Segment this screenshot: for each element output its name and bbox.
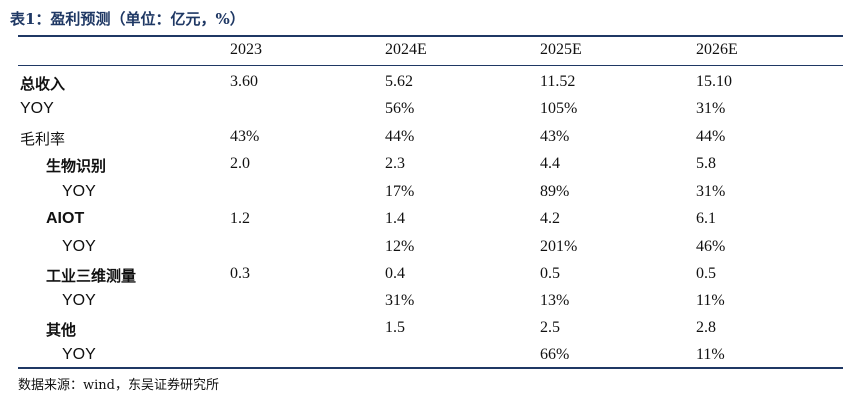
row-label: 生物识别 bbox=[46, 157, 107, 175]
cell-2025e: 66% bbox=[540, 346, 570, 363]
cell-2024e: 31% bbox=[385, 292, 415, 309]
cell-2026e: 31% bbox=[696, 183, 726, 200]
table-row-other: 其他 1.5 2.5 2.8 bbox=[0, 316, 865, 343]
cell-2026e: 11% bbox=[696, 346, 725, 363]
cell-2026e: 31% bbox=[696, 100, 726, 117]
cell-2025e: 13% bbox=[540, 292, 570, 309]
cell-2025e: 2.5 bbox=[540, 319, 560, 336]
cell-2024e: 2.3 bbox=[385, 155, 405, 172]
cell-2025e: 0.5 bbox=[540, 265, 560, 282]
table-row-industrial-3d: 工业三维测量 0.3 0.4 0.5 0.5 bbox=[0, 262, 865, 289]
cell-2024e: 44% bbox=[385, 128, 415, 145]
cell-2026e: 6.1 bbox=[696, 210, 716, 227]
cell-2024e: 0.4 bbox=[385, 265, 405, 282]
table-row-other-yoy: YOY 66% 11% bbox=[0, 343, 865, 370]
table-row-total-revenue: 总收入 3.60 5.62 11.52 15.10 bbox=[0, 70, 865, 97]
table-row-gross-margin: 毛利率 43% 44% 43% 44% bbox=[0, 125, 865, 152]
row-label: YOY bbox=[20, 100, 54, 117]
cell-2024e: 1.5 bbox=[385, 319, 405, 336]
cell-2026e: 44% bbox=[696, 128, 726, 145]
row-label: 工业三维测量 bbox=[46, 267, 137, 285]
row-label: AIOT bbox=[46, 210, 85, 227]
cell-2025e: 201% bbox=[540, 238, 578, 255]
header-year-2025e: 2025E bbox=[540, 41, 582, 58]
row-label: 总收入 bbox=[20, 75, 66, 93]
cell-2025e: 4.4 bbox=[540, 155, 560, 172]
cell-2023: 3.60 bbox=[230, 73, 258, 90]
source-note: 数据来源：wind，东吴证券研究所 bbox=[18, 378, 219, 393]
cell-2025e: 4.2 bbox=[540, 210, 560, 227]
cell-2026e: 5.8 bbox=[696, 155, 716, 172]
cell-2026e: 0.5 bbox=[696, 265, 716, 282]
top-rule bbox=[18, 35, 843, 37]
cell-2024e: 56% bbox=[385, 100, 415, 117]
cell-2024e: 12% bbox=[385, 238, 415, 255]
header-year-2024e: 2024E bbox=[385, 41, 427, 58]
header-rule bbox=[18, 65, 843, 66]
cell-2026e: 15.10 bbox=[696, 73, 732, 90]
table-row-aiot-yoy: YOY 12% 201% 46% bbox=[0, 235, 865, 262]
table-title: 表1：盈利预测（单位：亿元，%） bbox=[10, 10, 245, 28]
row-label: 其他 bbox=[46, 321, 77, 339]
cell-2025e: 43% bbox=[540, 128, 570, 145]
cell-2025e: 11.52 bbox=[540, 73, 576, 90]
header-year-2026e: 2026E bbox=[696, 41, 738, 58]
table-row-total-yoy: YOY 56% 105% 31% bbox=[0, 97, 865, 124]
row-label: YOY bbox=[62, 292, 96, 309]
cell-2023: 1.2 bbox=[230, 210, 250, 227]
table-row-aiot: AIOT 1.2 1.4 4.2 6.1 bbox=[0, 207, 865, 234]
header-year-2023: 2023 bbox=[230, 41, 262, 58]
bottom-rule bbox=[18, 367, 843, 369]
cell-2023: 43% bbox=[230, 128, 260, 145]
cell-2024e: 17% bbox=[385, 183, 415, 200]
table-row-biometrics-yoy: YOY 17% 89% 31% bbox=[0, 180, 865, 207]
table-row-biometrics: 生物识别 2.0 2.3 4.4 5.8 bbox=[0, 152, 865, 179]
cell-2024e: 5.62 bbox=[385, 73, 413, 90]
row-label: YOY bbox=[62, 183, 96, 200]
cell-2025e: 105% bbox=[540, 100, 578, 117]
cell-2023: 2.0 bbox=[230, 155, 250, 172]
row-label: YOY bbox=[62, 238, 96, 255]
row-label: 毛利率 bbox=[20, 130, 66, 148]
row-label: YOY bbox=[62, 346, 96, 363]
cell-2025e: 89% bbox=[540, 183, 570, 200]
cell-2026e: 11% bbox=[696, 292, 725, 309]
cell-2024e: 1.4 bbox=[385, 210, 405, 227]
cell-2023: 0.3 bbox=[230, 265, 250, 282]
cell-2026e: 46% bbox=[696, 238, 726, 255]
cell-2026e: 2.8 bbox=[696, 319, 716, 336]
table-row-industrial-3d-yoy: YOY 31% 13% 11% bbox=[0, 289, 865, 316]
